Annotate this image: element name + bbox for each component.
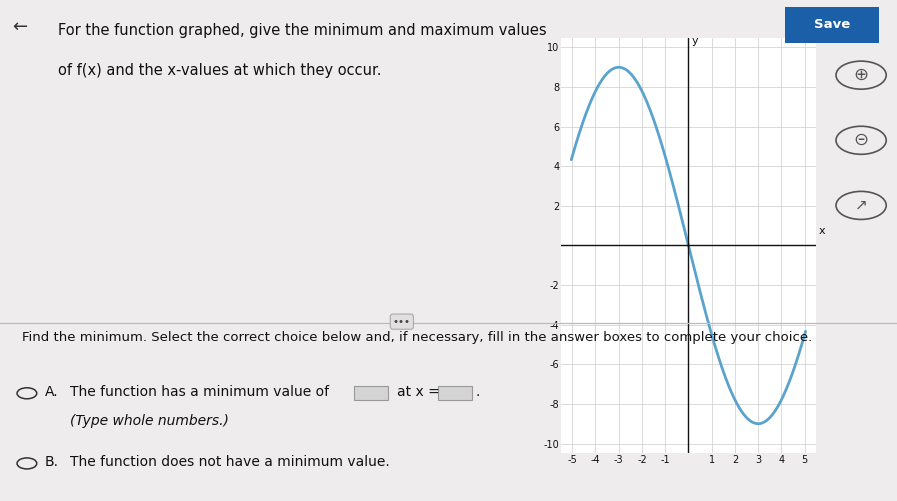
Text: x: x [819,225,825,235]
Text: y: y [692,36,698,46]
Text: at x =: at x = [397,385,440,399]
Text: For the function graphed, give the minimum and maximum values: For the function graphed, give the minim… [58,23,547,38]
Text: ↗: ↗ [855,198,867,213]
Text: A.: A. [45,385,58,399]
Text: (Type whole numbers.): (Type whole numbers.) [70,414,229,428]
Text: Save: Save [814,18,850,31]
Text: •••: ••• [393,317,411,327]
Text: of f(x) and the x-values at which they occur.: of f(x) and the x-values at which they o… [58,63,382,78]
Text: The function does not have a minimum value.: The function does not have a minimum val… [70,455,389,469]
Text: .: . [475,385,480,399]
Text: ⊝: ⊝ [854,131,868,149]
Text: B.: B. [45,455,59,469]
Text: ⊕: ⊕ [854,66,868,84]
Text: ←: ← [12,18,27,36]
Text: The function has a minimum value of: The function has a minimum value of [70,385,329,399]
Text: Find the minimum. Select the correct choice below and, if necessary, fill in the: Find the minimum. Select the correct cho… [22,331,813,344]
